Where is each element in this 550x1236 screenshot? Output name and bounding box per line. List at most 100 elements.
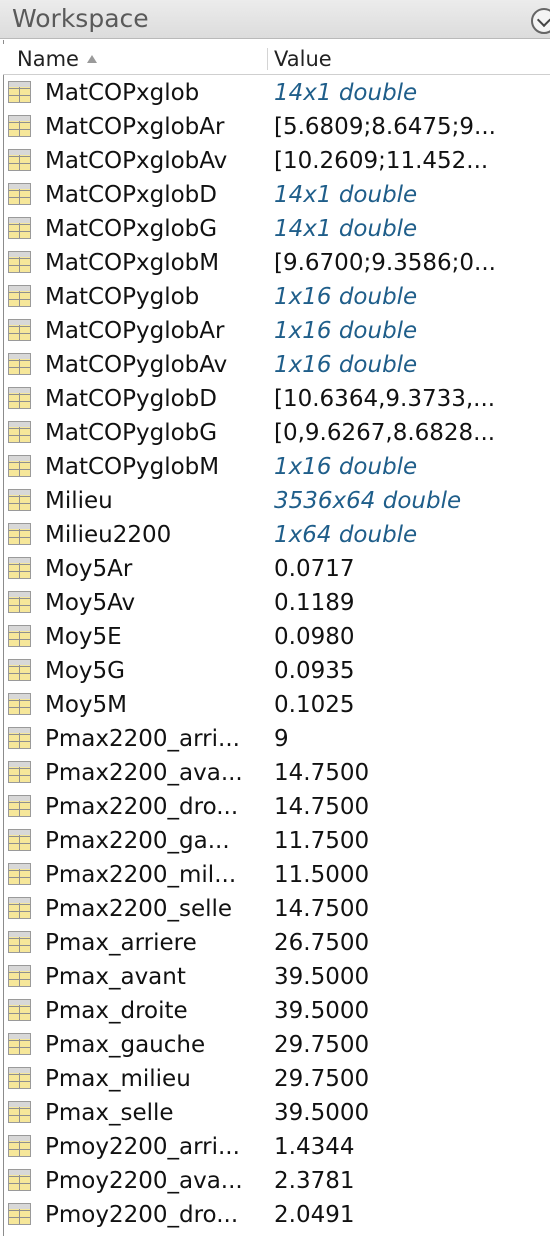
matrix-variable-icon (8, 965, 31, 987)
variable-row[interactable]: Pmax2200_ga... 11.7500 (3, 824, 550, 858)
matrix-variable-icon (8, 489, 31, 511)
sort-ascending-icon (87, 55, 97, 63)
variable-name: Pmax2200_ga... (45, 824, 267, 858)
variable-value: 14.7500 (274, 892, 546, 926)
variable-row[interactable]: MatCOPxglobAr [5.6809;8.6475;9... (3, 110, 550, 144)
matrix-variable-icon (8, 557, 31, 579)
name-column-header[interactable]: Name (17, 44, 97, 74)
matrix-variable-icon (8, 863, 31, 885)
variable-row[interactable]: Pmax2200_selle 14.7500 (3, 892, 550, 926)
variable-name: Moy5Av (45, 586, 267, 620)
variable-name: MatCOPxglobAv (45, 144, 267, 178)
variable-value: [5.6809;8.6475;9... (274, 110, 546, 144)
variable-list: MatCOPxglob 14x1 double MatCOPxglobAr [5.68… (3, 76, 550, 1232)
matrix-variable-icon (8, 693, 31, 715)
column-divider[interactable] (267, 48, 268, 70)
variable-name: MatCOPxglobAr (45, 110, 267, 144)
matrix-variable-icon (8, 115, 31, 137)
variable-row[interactable]: Pmax2200_arri... 9 (3, 722, 550, 756)
variable-row[interactable]: Pmax2200_dro... 14.7500 (3, 790, 550, 824)
variable-name: Pmax2200_selle (45, 892, 267, 926)
variable-row[interactable]: Pmax2200_mil... 11.5000 (3, 858, 550, 892)
variable-row[interactable]: MatCOPyglobM 1x16 double (3, 450, 550, 484)
variable-row[interactable]: Pmax_arriere 26.7500 (3, 926, 550, 960)
matrix-variable-icon (8, 999, 31, 1021)
variable-row[interactable]: Pmoy2200_ava... 2.3781 (3, 1164, 550, 1198)
variable-name: MatCOPyglobD (45, 382, 267, 416)
variable-name: MatCOPxglobG (45, 212, 267, 246)
variable-name: MatCOPyglobAv (45, 348, 267, 382)
variable-name: Pmax_selle (45, 1096, 267, 1130)
variable-row[interactable]: MatCOPyglobAr 1x16 double (3, 314, 550, 348)
variable-row[interactable]: Pmax_gauche 29.7500 (3, 1028, 550, 1062)
matrix-variable-icon (8, 285, 31, 307)
variable-row[interactable]: Moy5G 0.0935 (3, 654, 550, 688)
variable-value: 14x1 double (274, 76, 546, 110)
matrix-variable-icon (8, 727, 31, 749)
variable-name: MatCOPxglob (45, 76, 267, 110)
variable-row[interactable]: Moy5Av 0.1189 (3, 586, 550, 620)
variable-name: MatCOPxglobM (45, 246, 267, 280)
variable-name: Pmax2200_mil... (45, 858, 267, 892)
variable-name: Pmax_droite (45, 994, 267, 1028)
variable-value: 0.0935 (274, 654, 546, 688)
matrix-variable-icon (8, 319, 31, 341)
variable-name: Pmoy2200_arri... (45, 1130, 267, 1164)
variable-row[interactable]: MatCOPxglobAv [10.2609;11.452... (3, 144, 550, 178)
variable-name: Pmax_milieu (45, 1062, 267, 1096)
variable-row[interactable]: Milieu 3536x64 double (3, 484, 550, 518)
variable-name: MatCOPyglobM (45, 450, 267, 484)
variable-name: Pmoy2200_ava... (45, 1164, 267, 1198)
variable-name: Pmoy2200_dro... (45, 1198, 267, 1232)
variable-name: Milieu (45, 484, 267, 518)
variable-row[interactable]: Pmoy2200_dro... 2.0491 (3, 1198, 550, 1232)
variable-row[interactable]: Pmoy2200_arri... 1.4344 (3, 1130, 550, 1164)
variable-value: [10.2609;11.452... (274, 144, 546, 178)
matrix-variable-icon (8, 1203, 31, 1225)
variable-row[interactable]: Pmax2200_ava... 14.7500 (3, 756, 550, 790)
matrix-variable-icon (8, 81, 31, 103)
matrix-variable-icon (8, 795, 31, 817)
variable-row[interactable]: Pmax_milieu 29.7500 (3, 1062, 550, 1096)
variable-value: 39.5000 (274, 1096, 546, 1130)
matrix-variable-icon (8, 761, 31, 783)
panel-menu-icon[interactable] (531, 8, 550, 34)
variable-value: 0.1189 (274, 586, 546, 620)
variable-value: 2.3781 (274, 1164, 546, 1198)
variable-row[interactable]: Moy5Ar 0.0717 (3, 552, 550, 586)
variable-row[interactable]: MatCOPyglob 1x16 double (3, 280, 550, 314)
variable-value: 1.4344 (274, 1130, 546, 1164)
matrix-variable-icon (8, 217, 31, 239)
variable-row[interactable]: Moy5M 0.1025 (3, 688, 550, 722)
variable-row[interactable]: MatCOPyglobG [0,9.6267,8.6828... (3, 416, 550, 450)
variable-value: 0.0717 (274, 552, 546, 586)
variable-row[interactable]: MatCOPyglobAv 1x16 double (3, 348, 550, 382)
variable-row[interactable]: MatCOPxglobM [9.6700;9.3586;0... (3, 246, 550, 280)
variable-value: 14x1 double (274, 212, 546, 246)
variable-row[interactable]: Milieu2200 1x64 double (3, 518, 550, 552)
variable-name: Moy5E (45, 620, 267, 654)
variable-row[interactable]: MatCOPxglob 14x1 double (3, 76, 550, 110)
matrix-variable-icon (8, 931, 31, 953)
variable-value: [10.6364,9.3733,... (274, 382, 546, 416)
variable-row[interactable]: Pmax_selle 39.5000 (3, 1096, 550, 1130)
variable-name: MatCOPyglobAr (45, 314, 267, 348)
variable-row[interactable]: MatCOPxglobD 14x1 double (3, 178, 550, 212)
variable-name: Moy5Ar (45, 552, 267, 586)
variable-value: 0.0980 (274, 620, 546, 654)
variable-value: [9.6700;9.3586;0... (274, 246, 546, 280)
matrix-variable-icon (8, 149, 31, 171)
variable-name: MatCOPyglob (45, 280, 267, 314)
variable-row[interactable]: MatCOPxglobG 14x1 double (3, 212, 550, 246)
matrix-variable-icon (8, 387, 31, 409)
variable-row[interactable]: Moy5E 0.0980 (3, 620, 550, 654)
matrix-variable-icon (8, 659, 31, 681)
value-column-header[interactable]: Value (274, 44, 332, 74)
variable-row[interactable]: Pmax_avant 39.5000 (3, 960, 550, 994)
variable-value: 0.1025 (274, 688, 546, 722)
matrix-variable-icon (8, 625, 31, 647)
variable-row[interactable]: Pmax_droite 39.5000 (3, 994, 550, 1028)
variable-value: 2.0491 (274, 1198, 546, 1232)
variable-value: 39.5000 (274, 994, 546, 1028)
variable-row[interactable]: MatCOPyglobD [10.6364,9.3733,... (3, 382, 550, 416)
